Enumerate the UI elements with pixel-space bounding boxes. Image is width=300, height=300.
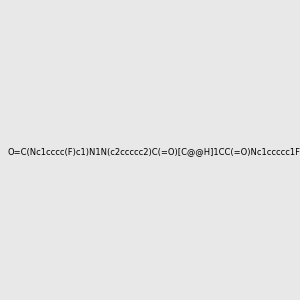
- Text: O=C(Nc1cccc(F)c1)N1N(c2ccccc2)C(=O)[C@@H]1CC(=O)Nc1ccccc1F: O=C(Nc1cccc(F)c1)N1N(c2ccccc2)C(=O)[C@@H…: [7, 147, 300, 156]
